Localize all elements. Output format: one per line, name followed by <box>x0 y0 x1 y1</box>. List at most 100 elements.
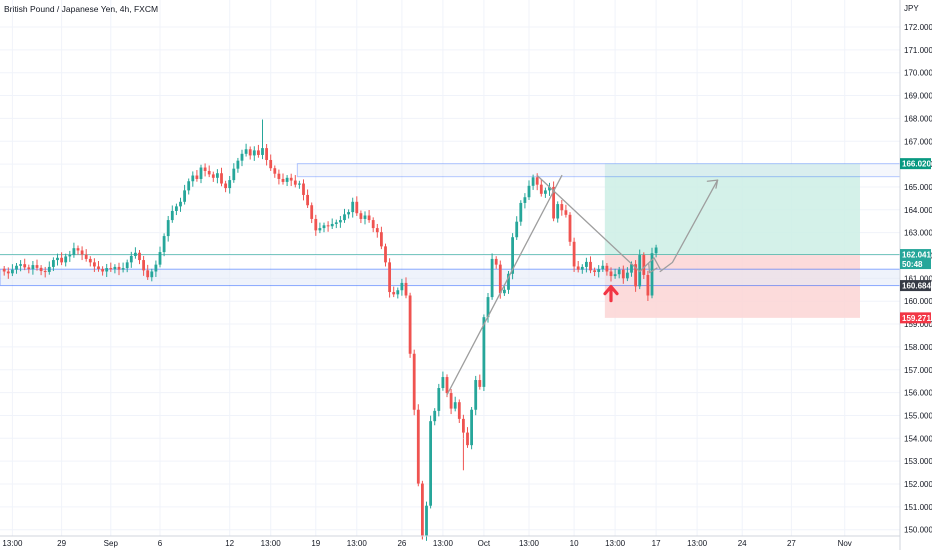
candle-body <box>556 204 560 219</box>
candle-body <box>129 255 133 263</box>
candle-body <box>339 220 342 223</box>
candle-body <box>609 271 613 277</box>
price-tick-label: 154.000 <box>904 434 932 443</box>
candle-body <box>93 262 96 267</box>
candle-body <box>613 274 617 277</box>
arrow-pullback <box>639 257 661 273</box>
candle-body <box>125 262 129 269</box>
zone-price-tag-bg <box>900 280 931 292</box>
time-tick-label: Sep <box>104 539 119 548</box>
candle-body <box>228 180 232 189</box>
time-tick-label: 12 <box>225 539 234 548</box>
candle-body <box>470 409 473 446</box>
candle-body <box>433 410 437 422</box>
candle-body <box>76 248 80 251</box>
candle-body <box>88 258 92 263</box>
candle-body <box>507 273 510 290</box>
price-tick-label: 161.000 <box>904 274 932 283</box>
time-tick-label: Nov <box>838 539 852 548</box>
candle-body <box>146 270 150 278</box>
candle-body <box>548 186 551 191</box>
price-tick-label: 151.000 <box>904 503 932 512</box>
candle-body <box>367 215 371 221</box>
candle-body <box>375 228 379 233</box>
candle-body <box>142 260 145 271</box>
candle-body <box>31 265 35 270</box>
candle-body <box>330 223 334 227</box>
candle-body <box>429 421 432 506</box>
candle-body <box>240 153 244 161</box>
candle-body <box>421 483 424 536</box>
candle-body <box>527 185 531 198</box>
price-tick-label: 158.000 <box>904 343 932 352</box>
target-price-tag: 166.020 <box>902 160 931 169</box>
candle-body <box>162 236 166 253</box>
candle-body <box>19 264 22 266</box>
candle-body <box>371 220 375 229</box>
candle-body <box>462 418 465 433</box>
price-tick-label: 164.000 <box>904 206 932 215</box>
candle-body <box>601 265 605 270</box>
candle-body <box>220 173 223 184</box>
candle-body <box>43 271 47 273</box>
drawing-zones[interactable] <box>0 163 901 318</box>
projection-arrows[interactable] <box>446 174 719 396</box>
candle-body <box>576 266 580 270</box>
red-up-arrow <box>603 285 619 303</box>
candle-body <box>597 269 601 272</box>
candle-body <box>105 268 109 272</box>
candle-body <box>273 168 277 174</box>
time-tick-label: 13:00 <box>605 539 626 548</box>
candle-body <box>183 190 186 202</box>
price-tick-label: 171.000 <box>904 46 932 55</box>
stop-price-tag: 159.271 <box>902 314 931 323</box>
candle-body <box>593 270 596 272</box>
candle-body <box>523 197 527 203</box>
stop-price-tag-bg <box>900 312 931 324</box>
candle-body <box>486 297 490 318</box>
candle-body <box>380 232 383 247</box>
candle-body <box>2 268 6 272</box>
candle-body <box>634 264 637 287</box>
profit-zone <box>604 163 860 255</box>
time-tick-label: 6 <box>158 539 163 548</box>
candle-body <box>531 177 535 186</box>
candle-body <box>310 205 314 219</box>
candle-body <box>478 380 482 387</box>
candle-body <box>170 210 174 221</box>
candle-body <box>101 268 104 272</box>
candle-body <box>589 261 592 271</box>
price-tick-label: 159.000 <box>904 320 932 329</box>
candle-body <box>236 160 240 169</box>
candle-body <box>187 181 191 191</box>
price-tick-label: 172.000 <box>904 23 932 32</box>
candle-body <box>539 184 543 194</box>
candle-body <box>425 505 428 536</box>
candle-body <box>252 150 256 156</box>
time-tick-label: 13:00 <box>687 539 708 548</box>
time-tick-label: 26 <box>397 539 406 548</box>
time-tick-label: 10 <box>570 539 579 548</box>
candle-body <box>289 177 293 181</box>
price-tick-label: 167.000 <box>904 137 932 146</box>
time-tick-label: Oct <box>478 539 491 548</box>
candle-body <box>646 274 650 296</box>
candle-body <box>121 268 125 270</box>
candle-body <box>621 269 625 279</box>
support-zone <box>0 268 901 287</box>
candle-body <box>359 213 363 219</box>
candle-body <box>605 265 609 272</box>
price-tick-label: 157.000 <box>904 366 932 375</box>
arrow-head-small <box>648 262 658 274</box>
candle-body <box>232 168 236 181</box>
candle-body <box>650 253 654 296</box>
candle-body <box>412 353 416 410</box>
entry-price-tag-countdown: 50:48 <box>902 260 923 269</box>
candle-body <box>285 177 289 182</box>
candle-body <box>56 257 59 261</box>
price-tick-label: 170.000 <box>904 69 932 78</box>
candle-body <box>519 202 523 222</box>
